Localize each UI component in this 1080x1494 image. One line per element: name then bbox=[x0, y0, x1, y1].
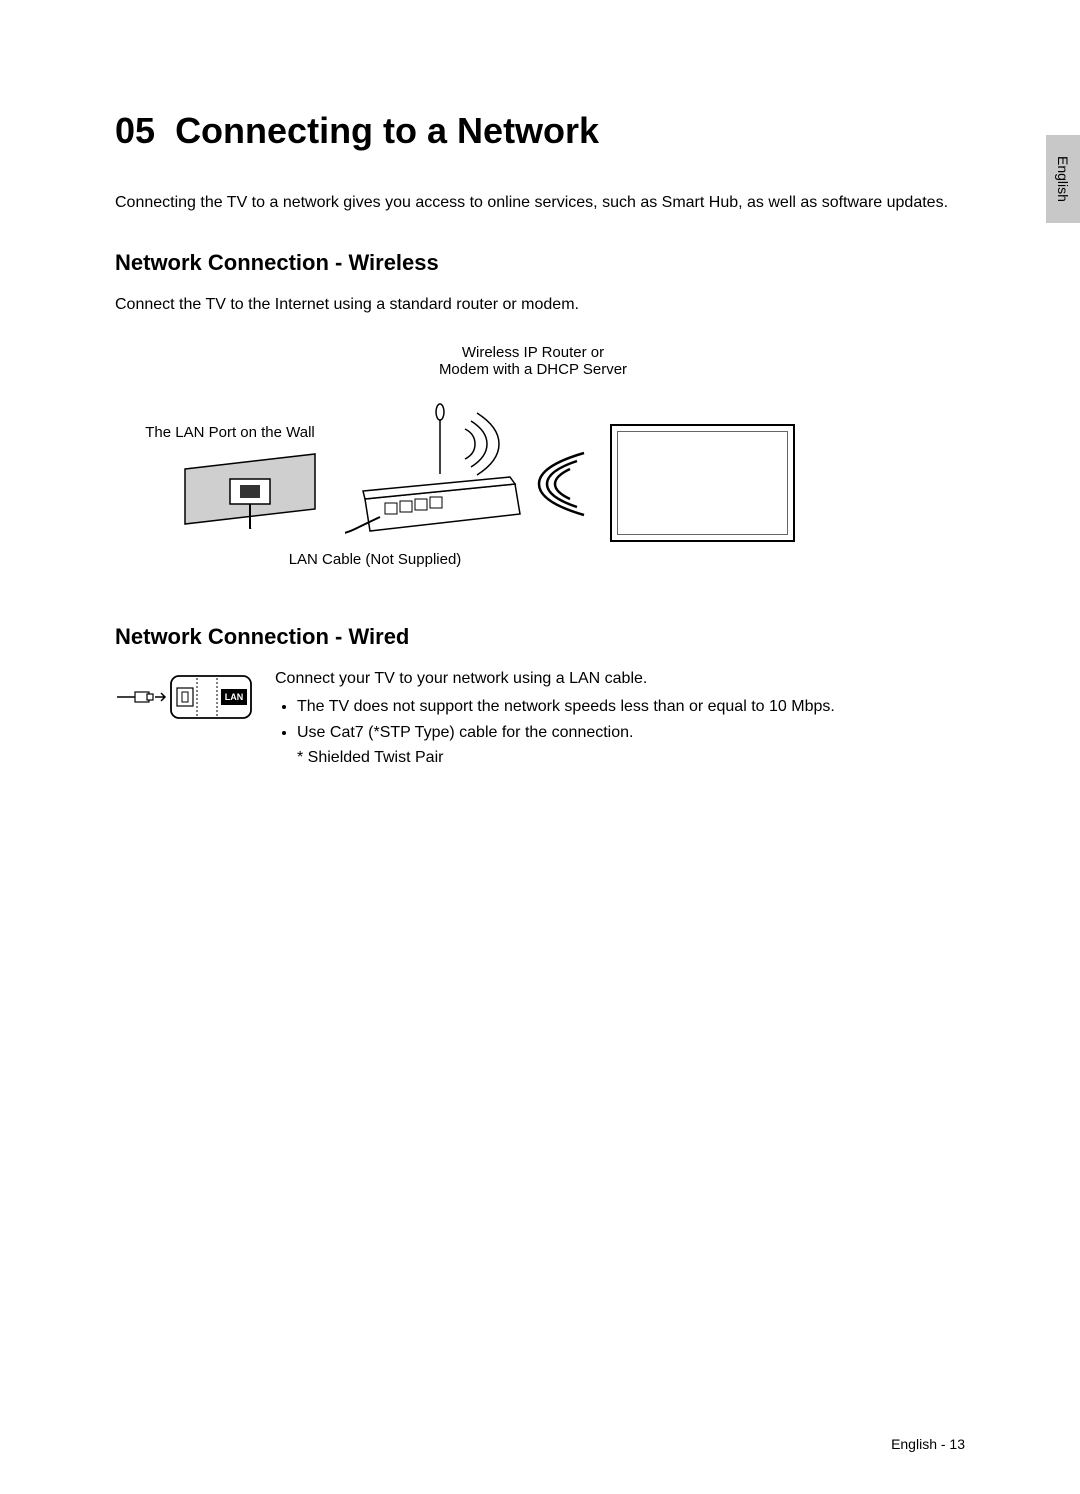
wired-heading: Network Connection - Wired bbox=[115, 624, 965, 650]
wired-section: LAN Connect your TV to your network usin… bbox=[115, 670, 965, 767]
chapter-name: Connecting to a Network bbox=[175, 110, 599, 151]
wireless-description: Connect the TV to the Internet using a s… bbox=[115, 296, 965, 314]
lan-port-label: LAN bbox=[225, 692, 244, 702]
wired-footnote: * Shielded Twist Pair bbox=[275, 749, 965, 767]
wired-text-block: Connect your TV to your network using a … bbox=[275, 670, 965, 767]
chapter-title: 05 Connecting to a Network bbox=[115, 110, 965, 152]
lan-cable-caption: LAN Cable (Not Supplied) bbox=[275, 551, 475, 568]
wired-bullet-2: Use Cat7 (*STP Type) cable for the conne… bbox=[297, 722, 965, 744]
wired-bullet-1: The TV does not support the network spee… bbox=[297, 696, 965, 718]
chapter-number: 05 bbox=[115, 110, 155, 151]
router-caption-line1: Wireless IP Router or bbox=[373, 344, 693, 361]
wired-bullet-list: The TV does not support the network spee… bbox=[275, 696, 965, 745]
page-number: English - 13 bbox=[891, 1436, 965, 1452]
router-icon bbox=[345, 399, 535, 549]
page-content: 05 Connecting to a Network Connecting th… bbox=[0, 0, 1080, 827]
router-caption: Wireless IP Router or Modem with a DHCP … bbox=[373, 344, 693, 378]
router-caption-line2: Modem with a DHCP Server bbox=[373, 361, 693, 378]
lan-port-diagram-icon: LAN bbox=[115, 670, 255, 767]
wall-port-icon bbox=[175, 449, 325, 529]
wireless-diagram: Wireless IP Router or Modem with a DHCP … bbox=[115, 344, 965, 594]
wireless-heading: Network Connection - Wireless bbox=[115, 250, 965, 276]
wired-intro: Connect your TV to your network using a … bbox=[275, 670, 965, 688]
chapter-intro: Connecting the TV to a network gives you… bbox=[115, 194, 965, 212]
lan-port-caption: The LAN Port on the Wall bbox=[115, 424, 345, 441]
tv-icon bbox=[610, 424, 795, 542]
wifi-signal-icon bbox=[525, 449, 595, 519]
